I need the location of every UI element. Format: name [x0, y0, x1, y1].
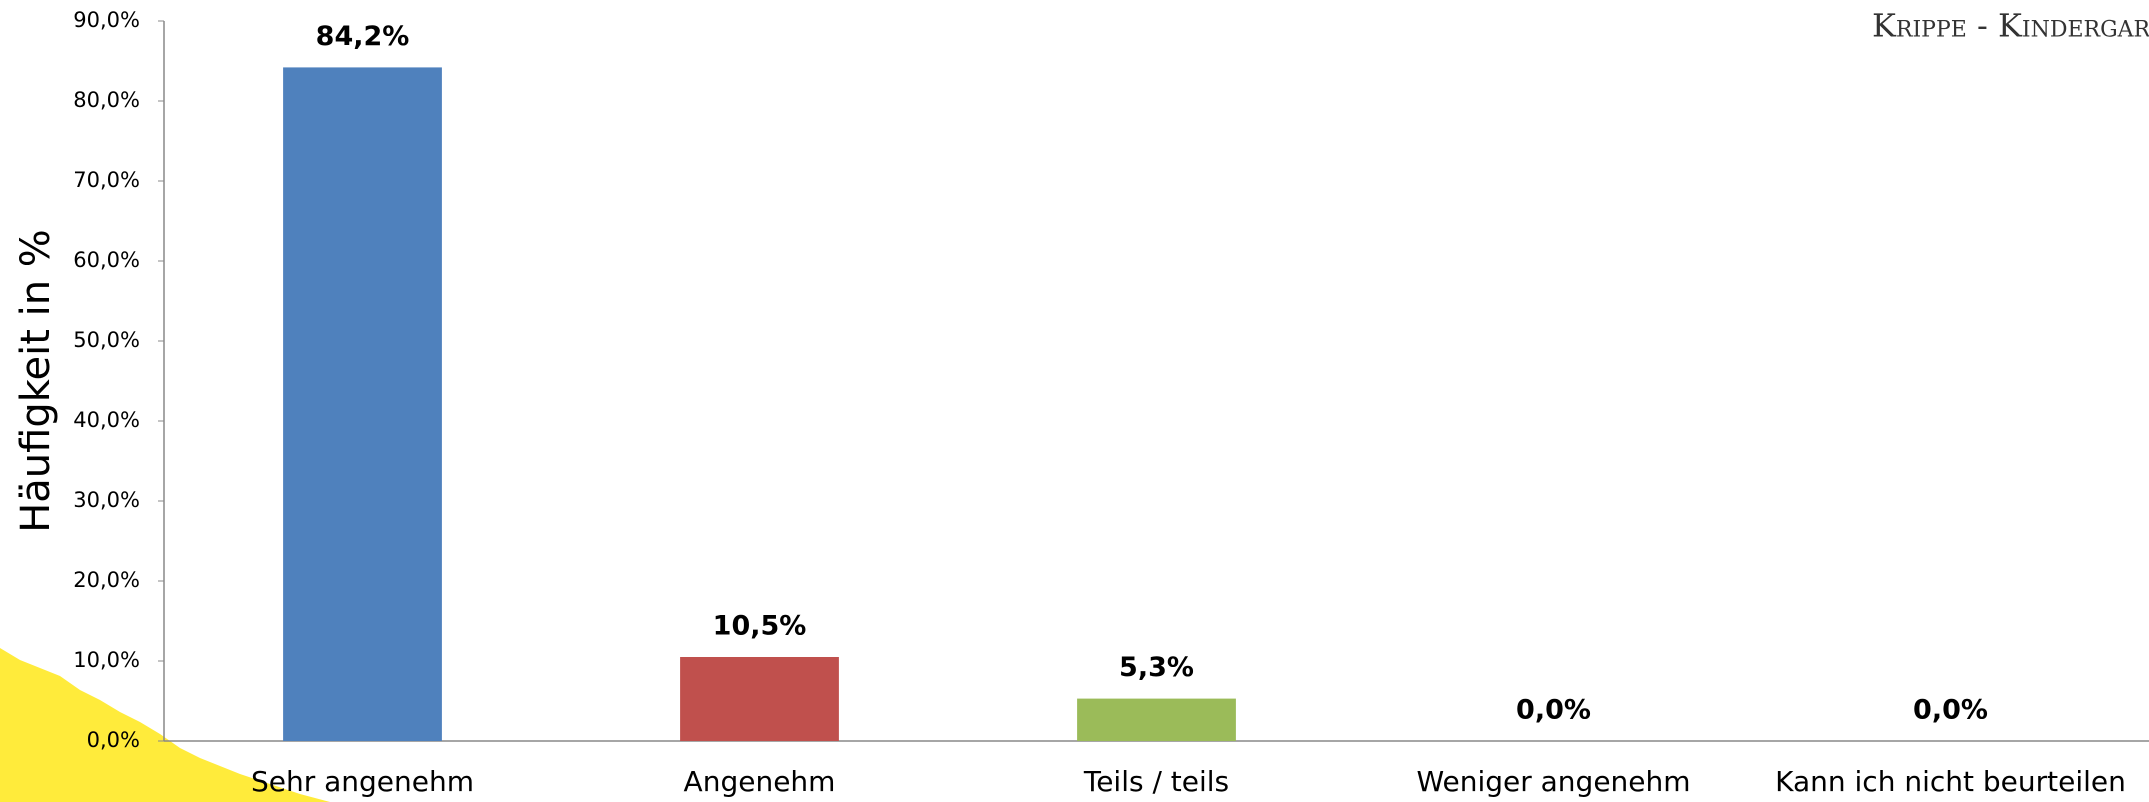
y-tick-label: 0,0%: [87, 728, 140, 752]
y-tick-label: 80,0%: [73, 88, 140, 112]
x-tick-label: Weniger angenehm: [1416, 765, 1690, 798]
corner-label: Krippe - Kindergarten: [1872, 7, 2149, 45]
value-label: 0,0%: [1516, 695, 1591, 726]
y-tick-label: 10,0%: [73, 648, 140, 672]
x-tick-label: Kann ich nicht beurteilen: [1775, 765, 2126, 798]
value-label: 84,2%: [316, 21, 410, 52]
bar: [1077, 698, 1236, 741]
x-tick-label: Teils / teils: [1083, 765, 1229, 798]
y-tick-label: 70,0%: [73, 168, 140, 192]
value-label: 0,0%: [1913, 695, 1988, 726]
value-label: 5,3%: [1119, 652, 1194, 683]
x-tick-label: Sehr angenehm: [251, 765, 474, 798]
value-label: 10,5%: [713, 611, 807, 642]
bar: [283, 67, 442, 741]
y-tick-label: 50,0%: [73, 328, 140, 352]
y-tick-label: 30,0%: [73, 488, 140, 512]
y-tick-label: 40,0%: [73, 408, 140, 432]
y-axis-label: Häufigkeit in %: [13, 229, 59, 533]
x-tick-label: Angenehm: [684, 765, 836, 798]
bar: [680, 657, 839, 741]
y-tick-label: 60,0%: [73, 248, 140, 272]
y-tick-label: 20,0%: [73, 568, 140, 592]
decoration: [0, 648, 330, 802]
y-tick-label: 90,0%: [73, 8, 140, 32]
